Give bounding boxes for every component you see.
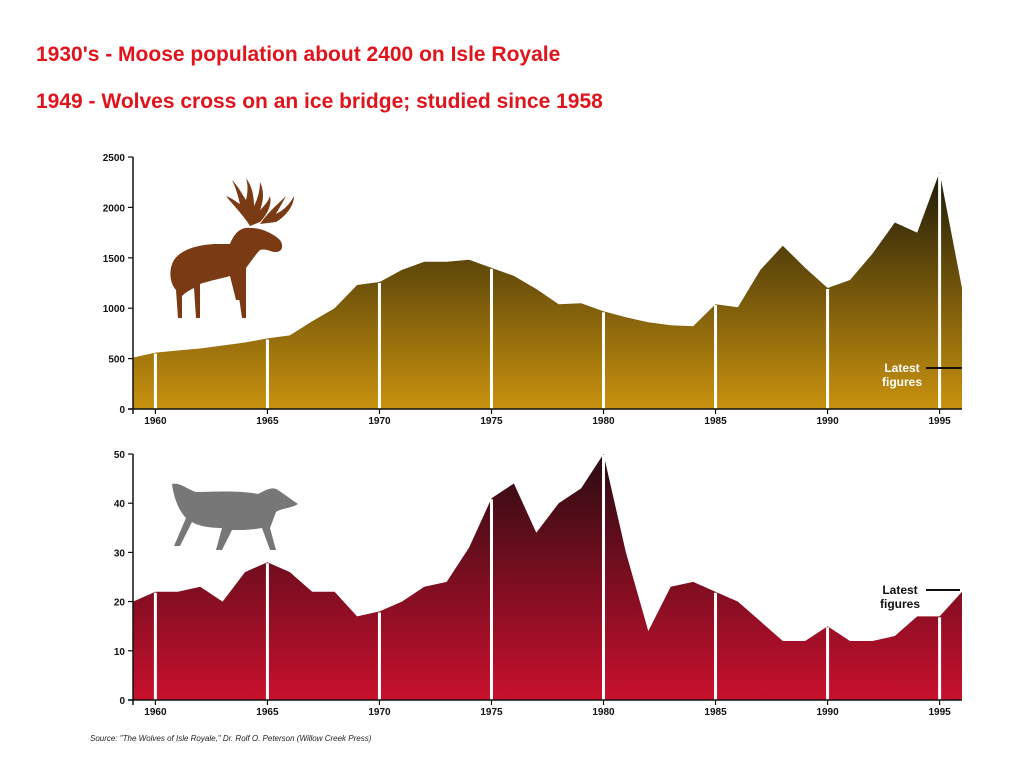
x-tick-label: 1965 <box>256 707 279 718</box>
y-tick-label: 1000 <box>103 304 126 315</box>
x-tick-label: 1975 <box>480 707 503 718</box>
headline-wolves-1949: 1949 - Wolves cross on an ice bridge; st… <box>36 90 603 113</box>
y-tick-label: 1500 <box>103 254 126 265</box>
x-tick-label: 1980 <box>592 416 615 427</box>
headline-moose-1930s: 1930's - Moose population about 2400 on … <box>36 43 561 66</box>
wolf-icon <box>172 483 298 550</box>
x-tick-label: 1995 <box>928 707 951 718</box>
y-tick-label: 10 <box>114 647 126 658</box>
source-note: Source: "The Wolves of Isle Royale," Dr.… <box>90 734 372 743</box>
callout-line-2: figures <box>882 375 922 389</box>
x-tick-label: 1980 <box>592 707 615 718</box>
y-tick-label: 2000 <box>103 203 126 214</box>
x-tick-label: 1990 <box>816 416 839 427</box>
y-tick-label: 2500 <box>103 153 126 164</box>
x-tick-label: 1975 <box>480 416 503 427</box>
y-tick-label: 40 <box>114 499 126 510</box>
callout-line-2: figures <box>880 597 920 611</box>
y-tick-label: 500 <box>108 355 125 366</box>
x-tick-label: 1965 <box>256 416 279 427</box>
moose-chart: 0 500 1000 1500 2000 2500 1960 1965 1970 1975 1980… <box>103 153 962 427</box>
x-tick-label: 1960 <box>144 416 167 427</box>
moose-icon <box>170 178 294 318</box>
x-tick-label: 1990 <box>816 707 839 718</box>
y-tick-label: 0 <box>119 405 125 416</box>
y-tick-label: 20 <box>114 598 126 609</box>
wolves-area <box>133 454 962 700</box>
wolf-chart: 0 10 20 30 40 50 1960 1965 1970 1975 1980 1985 1990 1… <box>114 450 962 718</box>
x-tick-label: 1960 <box>144 707 167 718</box>
y-tick-label: 50 <box>114 450 126 461</box>
callout-line-1: Latest <box>882 583 917 597</box>
x-tick-label: 1970 <box>368 416 391 427</box>
x-tick-label: 1985 <box>704 416 727 427</box>
x-tick-label: 1985 <box>704 707 727 718</box>
x-tick-label: 1970 <box>368 707 391 718</box>
y-tick-label: 0 <box>119 696 125 707</box>
y-tick-label: 30 <box>114 548 126 559</box>
moose-area <box>133 172 962 409</box>
callout-line-1: Latest <box>884 361 919 375</box>
x-tick-label: 1995 <box>928 416 951 427</box>
